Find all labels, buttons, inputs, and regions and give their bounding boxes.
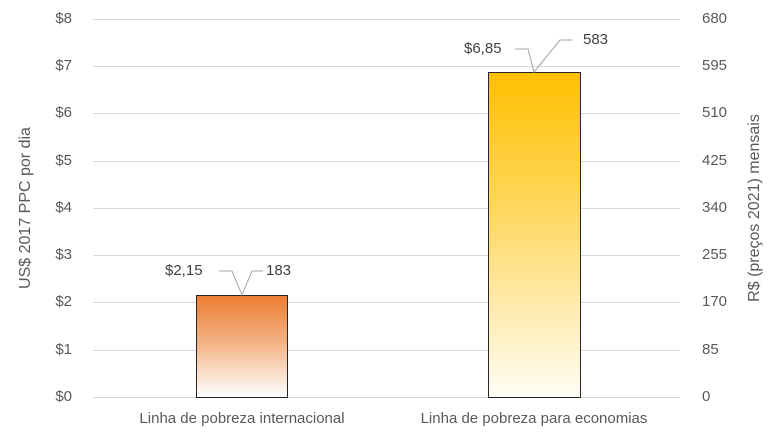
x-axis-line [93,397,680,398]
gridline [93,161,680,162]
y-tick: $4 [55,199,72,216]
x-category-label: Linha de pobreza para economias [420,410,648,427]
y2-tick: 0 [702,388,711,405]
y-tick: $6 [55,104,72,121]
y2-tick: 680 [702,10,728,27]
gridline [93,302,680,303]
data-label-brl: 183 [266,262,292,279]
x-category-label: Linha de pobreza internacional [139,410,345,427]
gridline [93,350,680,351]
y2-tick: 595 [702,57,728,74]
y2-tick: 510 [702,104,728,121]
y2-tick: 425 [702,152,728,169]
y2-tick: 170 [702,293,728,310]
gridline [93,255,680,256]
y-tick: $3 [55,246,72,263]
gridline [93,113,680,114]
y2-tick: 255 [702,246,728,263]
data-label-usd: $2,15 [165,262,203,279]
gridline [93,208,680,209]
y-tick: $8 [55,10,72,27]
y-tick: $1 [55,341,72,358]
data-label-usd: $6,85 [464,40,502,57]
y-tick: $7 [55,57,72,74]
y-tick: $0 [55,388,72,405]
bar-linha-economias [488,72,581,398]
y-tick: $5 [55,152,72,169]
gridline [93,66,680,67]
gridline [93,19,680,20]
y2-tick: 85 [702,341,719,358]
data-label-brl: 583 [583,31,609,48]
y2-tick: 340 [702,199,728,216]
y-tick: $2 [55,293,72,310]
